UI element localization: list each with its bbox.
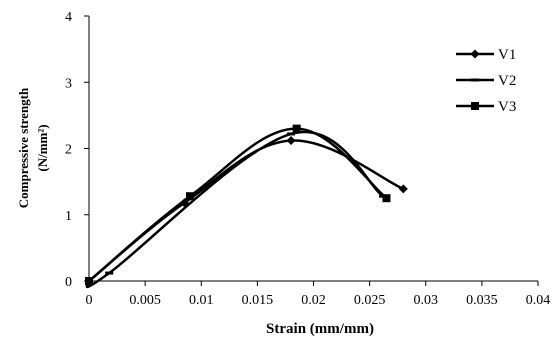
legend: V1 V2 V3	[456, 47, 516, 115]
x-tick-label: 0.02	[301, 293, 326, 308]
y-tick-label: 1	[65, 209, 72, 224]
data-point-v3	[382, 194, 391, 203]
x-tick-label: 0.04	[526, 293, 551, 308]
legend-label-v3: V3	[498, 99, 516, 115]
data-point-v3	[186, 192, 195, 201]
x-axis-ticks: 0 0.005 0.01 0.015 0.02 0.025 0.03 0.035 0.04	[86, 281, 551, 308]
x-tick-label: 0.015	[242, 293, 274, 308]
x-tick-label: 0.01	[189, 293, 214, 308]
y-axis-ticks: 0 1 2 3 4	[65, 10, 89, 290]
x-tick-label: 0.005	[129, 293, 161, 308]
data-point-v3	[292, 124, 301, 133]
series-line-v2	[85, 130, 384, 289]
series-line-v1	[88, 139, 404, 282]
y-tick-label: 3	[65, 76, 72, 91]
series-layer	[84, 124, 408, 289]
x-tick-label: 0.025	[354, 293, 386, 308]
x-tick-label: 0.03	[414, 293, 439, 308]
series-line-v3	[88, 127, 388, 282]
y-tick-label: 4	[65, 10, 72, 25]
x-tick-label: 0.035	[466, 293, 498, 308]
series-v3	[85, 124, 391, 285]
data-point-v2	[105, 271, 114, 275]
legend-marker-v2	[471, 78, 479, 82]
y-tick-label: 0	[65, 275, 72, 290]
legend-marker-v3	[471, 102, 479, 110]
y-tick-label: 2	[65, 143, 72, 158]
y-axis-title: Compressive strength	[16, 87, 31, 208]
legend-marker-v1	[470, 49, 480, 59]
axes	[88, 16, 538, 282]
data-point-v1	[286, 136, 296, 146]
x-axis-title: Strain (mm/mm)	[266, 321, 374, 337]
data-point-v2	[287, 132, 296, 136]
legend-label-v2: V2	[498, 73, 516, 89]
x-tick-label: 0	[86, 293, 93, 308]
y-axis-unit: (N/mm²)	[35, 124, 50, 171]
legend-label-v1: V1	[498, 47, 516, 63]
data-point-v1	[398, 184, 408, 194]
